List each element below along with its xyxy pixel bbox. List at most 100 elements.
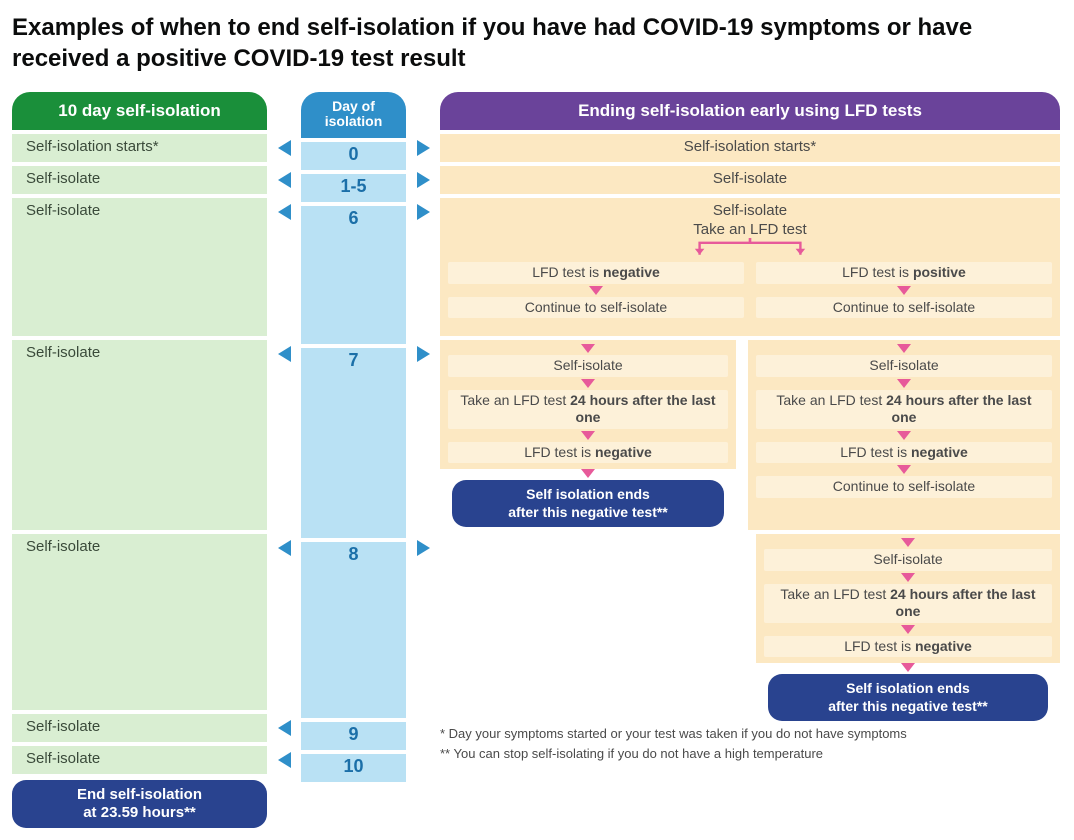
arrows-left <box>275 92 293 778</box>
down-arrow-icon <box>901 663 915 672</box>
branch-left-empty <box>440 534 744 710</box>
day-row: 8 <box>301 542 406 718</box>
arrow-right-cell <box>414 134 432 162</box>
down-arrow-icon <box>901 538 915 547</box>
day-row: 10 <box>301 754 406 782</box>
end-line2: at 23.59 hours** <box>83 804 196 821</box>
footnote-1: * Day your symptoms started or your test… <box>440 724 1060 744</box>
down-arrow-icon <box>901 573 915 582</box>
down-arrow-icon <box>897 344 911 353</box>
arrow-right-icon <box>417 540 430 556</box>
day-row: 1-5 <box>301 174 406 202</box>
arrow-left-icon <box>278 752 291 768</box>
left-column: 10 day self-isolation Self-isolation sta… <box>12 92 267 828</box>
arrow-left-cell <box>275 746 293 774</box>
down-arrow-icon <box>897 286 911 295</box>
flow-top: Self-isolate <box>448 202 1052 219</box>
left-row: Self-isolate <box>12 746 267 774</box>
down-arrow-icon <box>581 469 595 478</box>
split-arrows <box>514 238 985 262</box>
arrow-right-cell <box>414 714 432 742</box>
branch-right: Self-isolate Take an LFD test 24 hours af… <box>748 340 1060 530</box>
page-title: Examples of when to end self-isolation i… <box>12 12 1062 74</box>
right-header: Ending self-isolation early using LFD te… <box>440 92 1060 130</box>
flow-step: LFD test is negative <box>764 636 1052 658</box>
arrow-left-cell <box>275 714 293 742</box>
branch-left-bg: Self-isolate Take an LFD test 24 hours af… <box>440 340 736 469</box>
arrow-left-cell <box>275 134 293 162</box>
arrow-right-cell <box>414 198 432 336</box>
flow-step: Self-isolate <box>448 355 728 377</box>
left-row: Self-isolate <box>12 534 267 710</box>
flow-step: Continue to self-isolate <box>448 297 744 319</box>
down-arrow-icon <box>901 625 915 634</box>
down-arrow-icon <box>897 465 911 474</box>
flow-step: LFD test is negative <box>756 442 1052 464</box>
arrow-left-icon <box>278 140 291 156</box>
flow-step: Continue to self-isolate <box>756 476 1052 498</box>
branch-left: Self-isolate Take an LFD test 24 hours af… <box>440 340 736 530</box>
right-column: Ending self-isolation early using LFD te… <box>440 92 1060 763</box>
flow-end-box: Self isolation endsafter this negative t… <box>768 674 1048 721</box>
flow-step: LFD test is negative <box>448 442 728 464</box>
down-arrow-icon <box>581 431 595 440</box>
day-column: Day of isolation 0 1-5 678 9 10 <box>301 92 406 786</box>
left-row: Self-isolate <box>12 198 267 336</box>
flow-day7: Self-isolate Take an LFD test 24 hours af… <box>440 340 1060 530</box>
left-header: 10 day self-isolation <box>12 92 267 130</box>
down-arrow-icon <box>589 286 603 295</box>
arrow-right-icon <box>417 172 430 188</box>
down-arrow-icon <box>581 344 595 353</box>
day-line1: Day of <box>332 98 375 114</box>
left-end-box: End self-isolation at 23.59 hours** <box>12 780 267 828</box>
arrows-right <box>414 92 432 778</box>
flow-day8: Self-isolate Take an LFD test 24 hours af… <box>440 534 1060 710</box>
arrow-right-cell <box>414 166 432 194</box>
flow-step: Take an LFD test 24 hours after the last… <box>448 390 728 429</box>
arrow-right-icon <box>417 346 430 362</box>
day-header: Day of isolation <box>301 92 406 138</box>
down-arrow-icon <box>897 379 911 388</box>
flow-step: Self-isolate <box>756 355 1052 377</box>
flow-top: Take an LFD test <box>448 221 1052 238</box>
branch-right: Self-isolate Take an LFD test 24 hours af… <box>756 534 1060 710</box>
down-arrow-icon <box>581 379 595 388</box>
left-row: Self-isolate <box>12 340 267 530</box>
day-row: 6 <box>301 206 406 344</box>
flow-end-box: Self isolation endsafter this negative t… <box>452 480 724 527</box>
arrow-right-cell <box>414 746 432 774</box>
arrow-left-icon <box>278 540 291 556</box>
flow-step: LFD test is negative <box>448 262 744 284</box>
day-row: 7 <box>301 348 406 538</box>
right-row: Self-isolate <box>440 166 1060 194</box>
flow-step: Continue to self-isolate <box>756 297 1052 319</box>
flow-day6: Self-isolate Take an LFD test LFD test is … <box>440 198 1060 336</box>
arrow-left-icon <box>278 720 291 736</box>
footnotes: * Day your symptoms started or your test… <box>440 724 1060 763</box>
branches: LFD test is negative Continue to self-iso… <box>448 240 1052 318</box>
day-line2: isolation <box>325 113 383 129</box>
footnote-2: ** You can stop self-isolating if you do… <box>440 744 1060 764</box>
arrow-left-icon <box>278 172 291 188</box>
arrow-left-cell <box>275 198 293 336</box>
end-line1: End self-isolation <box>77 786 202 803</box>
day-row: 9 <box>301 722 406 750</box>
arrow-right-cell <box>414 340 432 530</box>
left-row: Self-isolate <box>12 714 267 742</box>
flow-step: Take an LFD test 24 hours after the last… <box>756 390 1052 429</box>
arrow-left-icon <box>278 346 291 362</box>
arrow-right-icon <box>417 140 430 156</box>
branch-right: LFD test is positive Continue to self-iso… <box>756 262 1052 318</box>
arrow-right-icon <box>417 204 430 220</box>
left-row: Self-isolate <box>12 166 267 194</box>
day-row: 0 <box>301 142 406 170</box>
flow-step: Take an LFD test 24 hours after the last… <box>764 584 1052 623</box>
diagram: 10 day self-isolation Self-isolation sta… <box>12 92 1062 828</box>
arrow-right-cell <box>414 534 432 710</box>
flow-step: LFD test is positive <box>756 262 1052 284</box>
down-arrow-icon <box>897 431 911 440</box>
arrow-left-cell <box>275 534 293 710</box>
flow-step: Self-isolate <box>764 549 1052 571</box>
arrow-left-icon <box>278 204 291 220</box>
right-row: Self-isolation starts* <box>440 134 1060 162</box>
